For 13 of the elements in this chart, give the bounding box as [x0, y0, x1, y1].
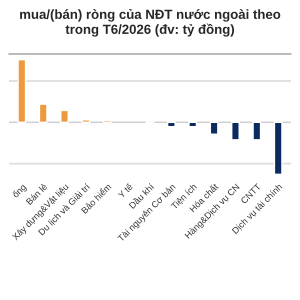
bar — [210, 122, 219, 135]
bar — [231, 122, 240, 141]
bar — [252, 122, 262, 141]
bar — [38, 103, 48, 124]
bar — [81, 119, 90, 124]
bar — [60, 110, 69, 124]
bar — [166, 122, 176, 128]
x-tick-label: ống — [11, 183, 28, 200]
bar — [188, 122, 198, 128]
chart-title: mua/(bán) ròng của NĐT nước ngoài theo trong T6/2026 (đv: tỷ đồng) — [20, 9, 280, 37]
bar — [17, 59, 26, 124]
bar — [274, 122, 283, 175]
x-tick-label: Y tế — [117, 182, 134, 199]
